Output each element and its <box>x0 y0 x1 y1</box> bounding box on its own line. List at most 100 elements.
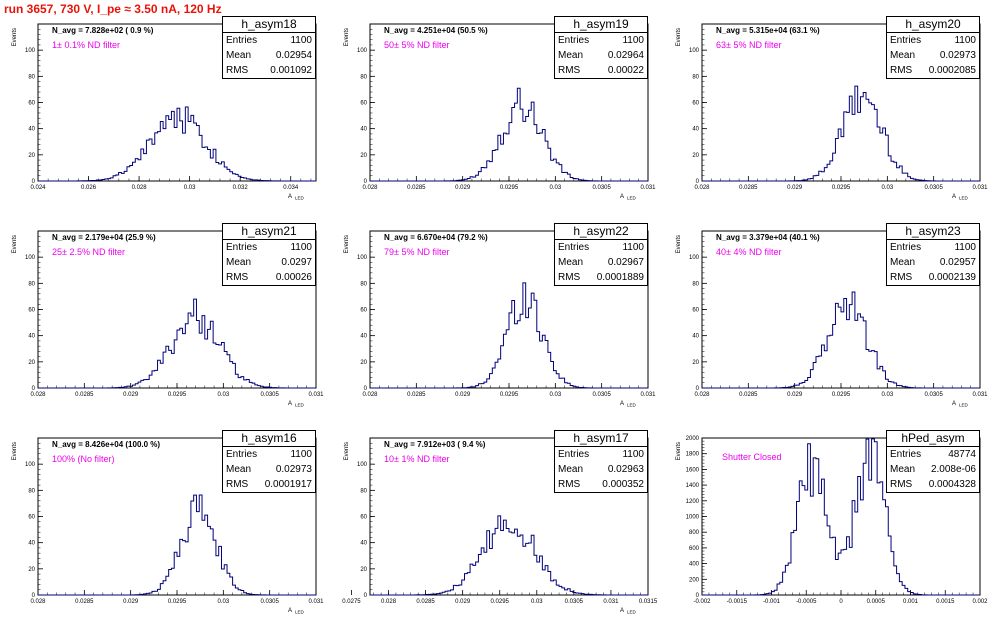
stats-row-entries: Entries 1100 <box>223 240 315 255</box>
y-tick-label: 0 <box>696 179 700 185</box>
y-tick-label: 0 <box>696 386 700 392</box>
x-axis-title: A LED <box>288 194 305 201</box>
stats-key: Entries <box>890 449 922 460</box>
y-tick-label: 100 <box>25 255 36 261</box>
y-tick-label: 1400 <box>686 483 700 489</box>
x-tick-label: 0.028 <box>362 392 378 398</box>
histogram-panel-hPed_asym: -0.002 -0.0015 -0.001 -0.0005 0 0.0005 0.001 0.… <box>664 414 996 621</box>
stats-row-rms: RMS 0.00026 <box>223 270 315 285</box>
y-tick-label: 200 <box>689 577 700 583</box>
stats-value: 48774 <box>948 449 976 460</box>
x-tick-label: 0.029 <box>787 392 803 398</box>
y-tick-label: 80 <box>360 281 367 287</box>
x-tick-label: 0.028 <box>381 599 397 605</box>
stats-value: 0.0004328 <box>928 479 976 490</box>
n-avg-label: N_avg = 3.379e+04 (40.1 %) <box>716 233 820 242</box>
x-tick-label: 0.0285 <box>739 392 758 398</box>
x-tick-label: 0.028 <box>132 185 148 191</box>
stats-row-mean: Mean 0.02964 <box>555 48 647 63</box>
filter-label: 10± 1% ND filter <box>384 454 449 464</box>
histogram-curve <box>370 282 648 389</box>
y-tick-label: 800 <box>689 530 700 536</box>
y-tick-label: 100 <box>357 255 368 261</box>
x-tick-label: 0.0285 <box>75 599 94 605</box>
x-tick-label: -0.002 <box>693 599 711 605</box>
histogram-panel-h_asym23: 0.028 0.0285 0.029 0.0295 0.03 0.0305 0.031 0 20… <box>664 207 996 414</box>
x-tick-label: 0.0305 <box>260 599 279 605</box>
stats-row-rms: RMS 0.00022 <box>555 63 647 78</box>
stats-key: Entries <box>226 449 258 460</box>
stats-value: 0.0002085 <box>928 65 976 76</box>
y-tick-label: 80 <box>28 281 35 287</box>
stats-value: 2.008e-06 <box>930 464 976 475</box>
histogram-panel-h_asym17: 0.0275 0.028 0.0285 0.029 0.0295 0.03 0.0305 0.… <box>332 414 664 621</box>
x-axis-title: A LED <box>620 401 637 408</box>
filter-label: 100% (No filter) <box>52 454 115 464</box>
histogram-curve <box>702 291 980 389</box>
stats-row-mean: Mean 0.02973 <box>223 462 315 477</box>
x-tick-label: 0.0305 <box>260 392 279 398</box>
x-tick-label: 0.031 <box>640 185 656 191</box>
stats-value: 1100 <box>290 242 312 253</box>
stats-row-rms: RMS 0.0002085 <box>887 63 979 78</box>
x-tick-label: 0.03 <box>881 185 893 191</box>
y-tick-label: 40 <box>28 541 35 547</box>
histogram-curve <box>370 515 648 596</box>
x-tick-label: 0.024 <box>30 185 46 191</box>
y-tick-label: 60 <box>360 101 367 107</box>
x-tick-label: 0.031 <box>308 599 324 605</box>
histogram-plot: -0.002 -0.0015 -0.001 -0.0005 0 0.0005 0.001 0.… <box>676 436 988 605</box>
y-tick-label: 20 <box>360 360 367 366</box>
x-axis-title: A LED <box>620 194 637 201</box>
y-tick-label: 1200 <box>686 499 700 505</box>
stats-key: Entries <box>226 242 258 253</box>
y-tick-label: 20 <box>692 153 699 159</box>
histogram-name: h_asym19 <box>555 17 647 33</box>
histogram-plot: 0.028 0.0285 0.029 0.0295 0.03 0.0305 0.031 0 20… <box>676 23 988 201</box>
stats-value: 0.02964 <box>607 50 644 61</box>
x-tick-label: 0 <box>839 599 843 605</box>
histogram-name: h_asym23 <box>887 224 979 240</box>
stats-value: 0.001092 <box>270 65 312 76</box>
x-tick-label: 0.001 <box>903 599 919 605</box>
histogram-plot: 0.028 0.0285 0.029 0.0295 0.03 0.0305 0.031 0 20… <box>676 230 988 408</box>
stats-box: h_asym21 Entries 1100 Mean 0.0297 RMS 0.00026 <box>222 223 316 286</box>
histogram-curve <box>702 85 980 182</box>
x-tick-label: 0.029 <box>123 599 139 605</box>
stats-key: RMS <box>890 479 913 490</box>
histogram-plot: 0.028 0.0285 0.029 0.0295 0.03 0.0305 0.031 0 20… <box>344 23 656 201</box>
y-tick-label: 100 <box>357 48 368 54</box>
stats-row-entries: Entries 1100 <box>555 447 647 462</box>
stats-row-mean: Mean 0.02954 <box>223 48 315 63</box>
stats-key: Entries <box>558 449 590 460</box>
x-tick-label: 0.0005 <box>867 599 886 605</box>
x-tick-label: 0.0275 <box>342 599 361 605</box>
y-tick-label: 60 <box>360 515 367 521</box>
stats-key: Entries <box>558 242 590 253</box>
histogram-panel-h_asym19: 0.028 0.0285 0.029 0.0295 0.03 0.0305 0.031 0 20… <box>332 0 664 207</box>
y-tick-label: 400 <box>689 562 700 568</box>
x-tick-label: 0.0305 <box>565 599 584 605</box>
y-tick-label: 100 <box>689 48 700 54</box>
stats-box: h_asym23 Entries 1100 Mean 0.02957 RMS 0.00021… <box>886 223 980 286</box>
x-tick-label: 0.031 <box>640 392 656 398</box>
y-tick-label: 60 <box>28 515 35 521</box>
stats-row-entries: Entries 48774 <box>887 447 979 462</box>
filter-label: Shutter Closed <box>722 452 782 462</box>
n-avg-label: N_avg = 7.828e+02 ( 0.9 %) <box>52 26 154 35</box>
stats-key: RMS <box>226 65 249 76</box>
histogram-name: h_asym17 <box>555 431 647 447</box>
stats-value: 1100 <box>622 35 644 46</box>
stats-value: 1100 <box>290 35 312 46</box>
stats-key: Mean <box>226 464 252 475</box>
stats-row-entries: Entries 1100 <box>555 240 647 255</box>
x-tick-label: 0.028 <box>362 185 378 191</box>
y-tick-label: 40 <box>692 334 699 340</box>
y-tick-label: 1800 <box>686 452 700 458</box>
x-tick-label: 0.032 <box>233 185 249 191</box>
x-tick-label: 0.0305 <box>592 392 611 398</box>
y-tick-label: 0 <box>32 386 36 392</box>
stats-row-rms: RMS 0.000352 <box>555 477 647 492</box>
y-tick-label: 20 <box>28 360 35 366</box>
